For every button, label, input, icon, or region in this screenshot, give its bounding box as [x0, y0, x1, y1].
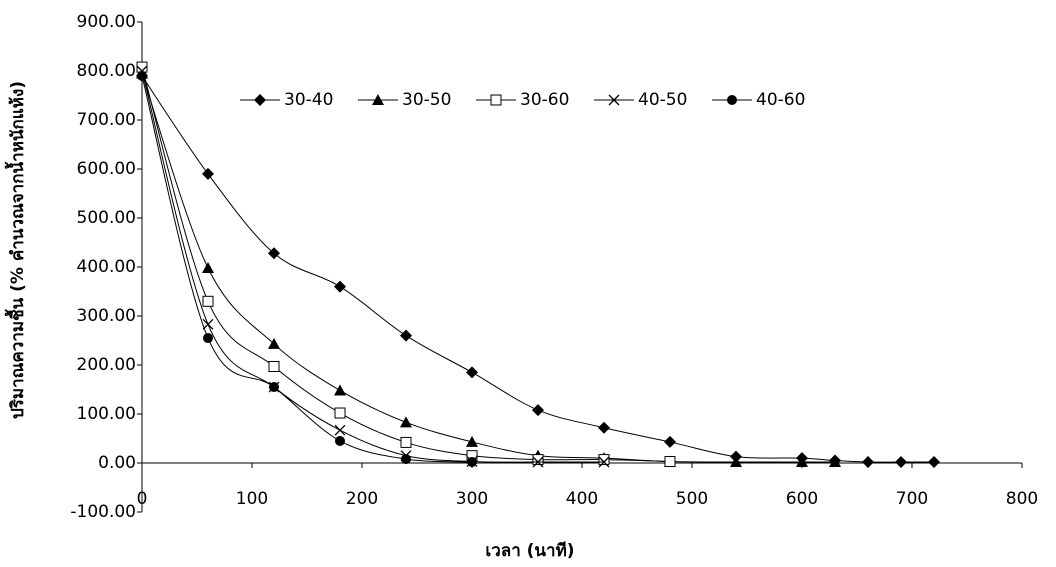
marker: [599, 455, 609, 465]
marker: [203, 296, 213, 306]
marker: [335, 408, 345, 418]
marker: [533, 455, 543, 465]
marker: [335, 425, 345, 435]
y-tick-label: 500.00: [77, 208, 136, 228]
marker: [334, 384, 346, 395]
marker: [665, 457, 675, 467]
marker: [137, 71, 147, 81]
page: {"chart_data": {"type": "line", "x_label…: [0, 0, 1056, 567]
y-tick-label: 300.00: [77, 306, 136, 326]
y-tick-label: 0.00: [98, 453, 136, 473]
series-line: [142, 73, 835, 462]
x-tick-label: 400: [566, 489, 598, 509]
legend-label: 30-50: [402, 90, 451, 110]
marker: [862, 456, 874, 468]
legend-label: 40-60: [756, 90, 805, 110]
x-tick-label: 600: [786, 489, 818, 509]
series-line: [142, 76, 472, 462]
marker: [401, 454, 411, 464]
x-tick-label: 200: [346, 489, 378, 509]
x-tick-label: 0: [137, 489, 148, 509]
marker: [598, 422, 610, 434]
x-tick-label: 300: [456, 489, 488, 509]
marker: [532, 404, 544, 416]
marker: [334, 281, 346, 293]
series-line: [142, 67, 670, 461]
marker: [401, 437, 411, 447]
marker: [895, 456, 907, 468]
marker: [928, 456, 940, 468]
series-line: [142, 71, 604, 462]
x-tick-label: 700: [896, 489, 928, 509]
y-tick-label: 900.00: [77, 12, 136, 32]
marker: [400, 416, 412, 427]
legend-marker: [491, 95, 501, 105]
x-axis-title: เวลา (นาที): [485, 540, 574, 561]
y-tick-label: 100.00: [77, 404, 136, 424]
marker: [466, 366, 478, 378]
marker: [466, 436, 478, 447]
y-tick-label: -100.00: [70, 502, 136, 522]
marker: [335, 436, 345, 446]
legend-label: 30-40: [284, 90, 333, 110]
y-tick-label: 800.00: [77, 61, 136, 81]
y-tick-label: 400.00: [77, 257, 136, 277]
x-tick-label: 800: [1006, 489, 1038, 509]
y-tick-label: 200.00: [77, 355, 136, 375]
marker: [269, 382, 279, 392]
marker: [203, 333, 213, 343]
marker: [664, 436, 676, 448]
x-tick-label: 500: [676, 489, 708, 509]
legend-label: 40-50: [638, 90, 687, 110]
legend-label: 30-60: [520, 90, 569, 110]
marker: [202, 168, 214, 180]
y-tick-label: 600.00: [77, 159, 136, 179]
y-tick-label: 700.00: [77, 110, 136, 130]
legend-marker: [727, 95, 737, 105]
chart: เวลา (นาที) ปริมาณความชื้น (% คำนวณจากน้…: [0, 0, 1056, 567]
marker: [202, 262, 214, 273]
y-axis-title: ปริมาณความชื้น (% คำนวณจากน้ำหนักแห้ง): [4, 81, 28, 419]
legend-marker: [254, 94, 266, 106]
x-tick-label: 100: [236, 489, 268, 509]
marker: [269, 361, 279, 371]
marker: [467, 457, 477, 467]
marker: [400, 330, 412, 342]
